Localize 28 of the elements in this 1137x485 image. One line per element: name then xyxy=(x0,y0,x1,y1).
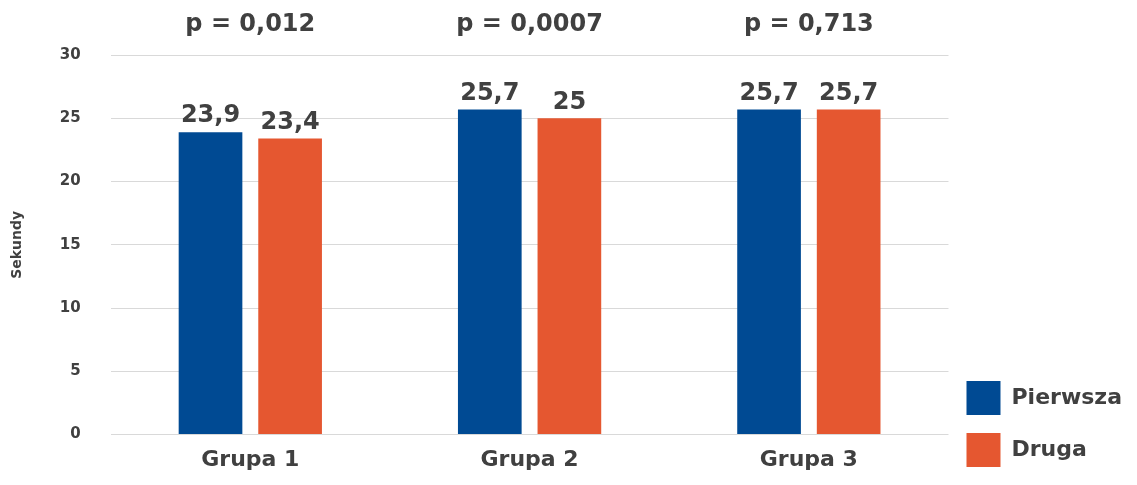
bar xyxy=(178,132,243,435)
x-tick-label: Grupa 3 xyxy=(759,445,858,471)
bar xyxy=(537,118,602,435)
data-label: 25,7 xyxy=(739,77,799,106)
y-tick-label: 30 xyxy=(59,44,81,63)
y-tick-label: 25 xyxy=(59,108,81,127)
legend-label: Druga xyxy=(1011,435,1087,461)
y-tick-label: 15 xyxy=(59,234,81,253)
text: p = 0,012 xyxy=(185,9,316,38)
x-tick-label: Grupa 1 xyxy=(201,445,300,471)
y-tick-label: 0 xyxy=(70,424,81,443)
y-tick-label: 10 xyxy=(59,297,81,316)
bar xyxy=(816,109,881,435)
text: p = 0,0007 xyxy=(456,9,603,38)
legend-label: Pierwsza xyxy=(1011,383,1123,409)
data-label: 23,4 xyxy=(260,106,320,135)
y-tick-label: 5 xyxy=(70,361,81,380)
bar xyxy=(737,109,801,435)
x-tick-label: Grupa 2 xyxy=(480,445,579,471)
data-label: 25,7 xyxy=(819,77,879,106)
bar xyxy=(457,109,522,435)
data-label: 23,9 xyxy=(180,100,241,129)
text: p = 0,713 xyxy=(743,9,874,38)
y-axis-title: Sekundy xyxy=(8,210,25,279)
bar xyxy=(258,138,322,435)
data-label: 25,7 xyxy=(460,77,520,106)
data-label: 25 xyxy=(552,86,587,115)
y-tick-label: 20 xyxy=(59,171,81,190)
